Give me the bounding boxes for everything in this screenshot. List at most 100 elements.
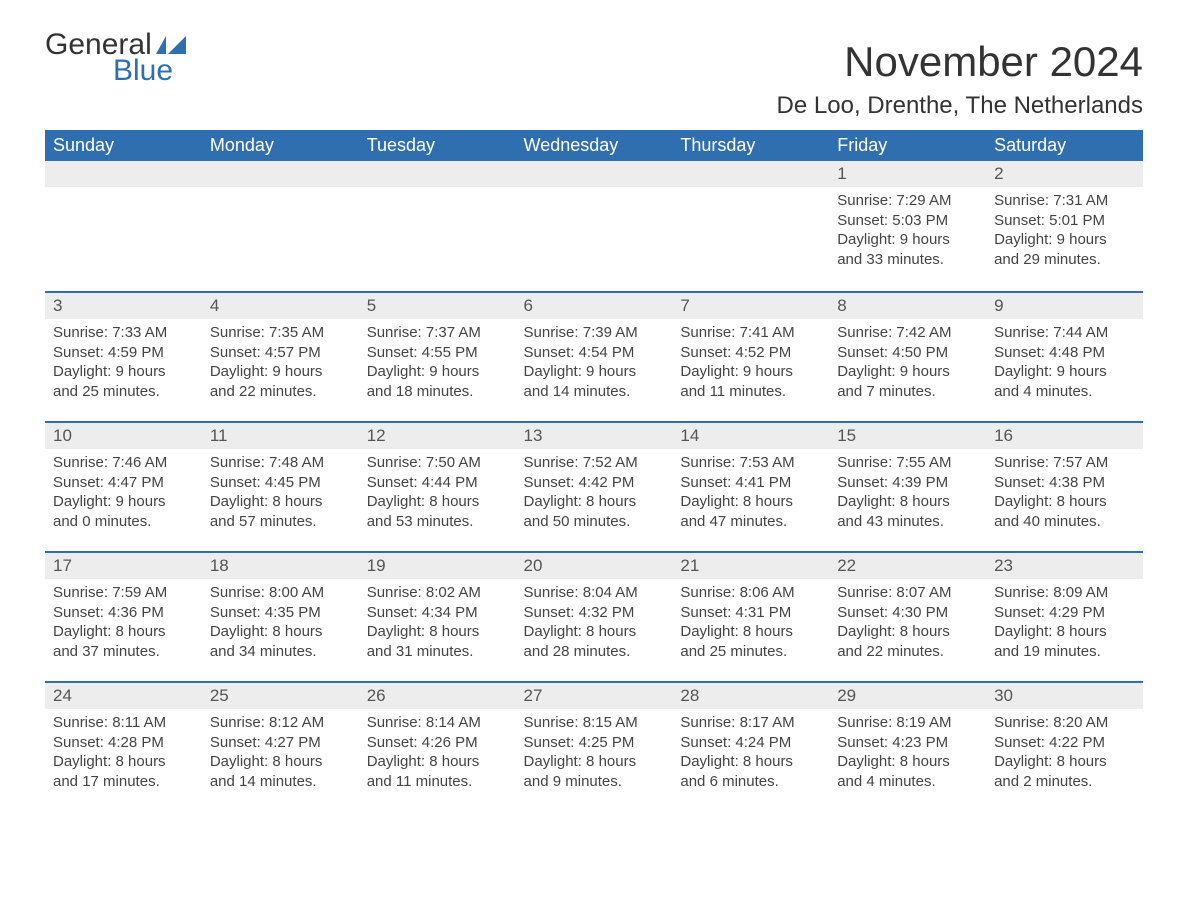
sunset-text: Sunset: 4:22 PM bbox=[994, 733, 1135, 753]
day-details: Sunrise: 7:57 AMSunset: 4:38 PMDaylight:… bbox=[986, 449, 1143, 539]
logo-text-line2: Blue bbox=[113, 56, 186, 86]
daylight-text-line1: Daylight: 8 hours bbox=[367, 492, 508, 512]
daylight-text-line2: and 19 minutes. bbox=[994, 642, 1135, 662]
daylight-text-line1: Daylight: 9 hours bbox=[524, 362, 665, 382]
daylight-text-line2: and 31 minutes. bbox=[367, 642, 508, 662]
daylight-text-line2: and 4 minutes. bbox=[837, 772, 978, 792]
daylight-text-line1: Daylight: 8 hours bbox=[680, 622, 821, 642]
daylight-text-line2: and 4 minutes. bbox=[994, 382, 1135, 402]
week-row: 17Sunrise: 7:59 AMSunset: 4:36 PMDayligh… bbox=[45, 551, 1143, 681]
daylight-text-line2: and 28 minutes. bbox=[524, 642, 665, 662]
day-cell: 9Sunrise: 7:44 AMSunset: 4:48 PMDaylight… bbox=[986, 291, 1143, 421]
daylight-text-line2: and 14 minutes. bbox=[210, 772, 351, 792]
sunset-text: Sunset: 5:03 PM bbox=[837, 211, 978, 231]
day-cell: 24Sunrise: 8:11 AMSunset: 4:28 PMDayligh… bbox=[45, 681, 202, 811]
day-cell: 3Sunrise: 7:33 AMSunset: 4:59 PMDaylight… bbox=[45, 291, 202, 421]
sunset-text: Sunset: 4:41 PM bbox=[680, 473, 821, 493]
day-number: 11 bbox=[202, 421, 359, 449]
sunrise-text: Sunrise: 7:53 AM bbox=[680, 453, 821, 473]
sunset-text: Sunset: 4:47 PM bbox=[53, 473, 194, 493]
day-details: Sunrise: 7:44 AMSunset: 4:48 PMDaylight:… bbox=[986, 319, 1143, 409]
sunset-text: Sunset: 4:54 PM bbox=[524, 343, 665, 363]
sunrise-text: Sunrise: 8:00 AM bbox=[210, 583, 351, 603]
day-cell: 7Sunrise: 7:41 AMSunset: 4:52 PMDaylight… bbox=[672, 291, 829, 421]
sunrise-text: Sunrise: 7:37 AM bbox=[367, 323, 508, 343]
day-number: 7 bbox=[672, 291, 829, 319]
day-details: Sunrise: 8:07 AMSunset: 4:30 PMDaylight:… bbox=[829, 579, 986, 669]
day-number: 16 bbox=[986, 421, 1143, 449]
daylight-text-line2: and 47 minutes. bbox=[680, 512, 821, 532]
page-header: General Blue November 2024 bbox=[45, 30, 1143, 86]
sunset-text: Sunset: 4:30 PM bbox=[837, 603, 978, 623]
daylight-text-line1: Daylight: 9 hours bbox=[837, 362, 978, 382]
day-number: 30 bbox=[986, 681, 1143, 709]
day-cell: 12Sunrise: 7:50 AMSunset: 4:44 PMDayligh… bbox=[359, 421, 516, 551]
sunset-text: Sunset: 4:28 PM bbox=[53, 733, 194, 753]
sunrise-text: Sunrise: 7:59 AM bbox=[53, 583, 194, 603]
sunset-text: Sunset: 4:34 PM bbox=[367, 603, 508, 623]
sunset-text: Sunset: 4:45 PM bbox=[210, 473, 351, 493]
sunset-text: Sunset: 4:42 PM bbox=[524, 473, 665, 493]
daylight-text-line2: and 11 minutes. bbox=[367, 772, 508, 792]
sunset-text: Sunset: 4:29 PM bbox=[994, 603, 1135, 623]
location-text: De Loo, Drenthe, The Netherlands bbox=[45, 92, 1143, 120]
day-number: 14 bbox=[672, 421, 829, 449]
logo: General Blue bbox=[45, 30, 186, 86]
day-cell: 30Sunrise: 8:20 AMSunset: 4:22 PMDayligh… bbox=[986, 681, 1143, 811]
daylight-text-line1: Daylight: 8 hours bbox=[524, 492, 665, 512]
day-number: 9 bbox=[986, 291, 1143, 319]
day-details: Sunrise: 7:33 AMSunset: 4:59 PMDaylight:… bbox=[45, 319, 202, 409]
sunset-text: Sunset: 4:31 PM bbox=[680, 603, 821, 623]
day-details: Sunrise: 7:41 AMSunset: 4:52 PMDaylight:… bbox=[672, 319, 829, 409]
day-cell: 1Sunrise: 7:29 AMSunset: 5:03 PMDaylight… bbox=[829, 161, 986, 291]
sunset-text: Sunset: 4:52 PM bbox=[680, 343, 821, 363]
day-details: Sunrise: 8:17 AMSunset: 4:24 PMDaylight:… bbox=[672, 709, 829, 799]
day-cell: 15Sunrise: 7:55 AMSunset: 4:39 PMDayligh… bbox=[829, 421, 986, 551]
day-number: 2 bbox=[986, 161, 1143, 187]
daylight-text-line2: and 40 minutes. bbox=[994, 512, 1135, 532]
day-number: 6 bbox=[516, 291, 673, 319]
sunset-text: Sunset: 4:50 PM bbox=[837, 343, 978, 363]
day-details: Sunrise: 7:42 AMSunset: 4:50 PMDaylight:… bbox=[829, 319, 986, 409]
day-cell: 14Sunrise: 7:53 AMSunset: 4:41 PMDayligh… bbox=[672, 421, 829, 551]
daylight-text-line1: Daylight: 8 hours bbox=[994, 752, 1135, 772]
day-number: 27 bbox=[516, 681, 673, 709]
daylight-text-line2: and 50 minutes. bbox=[524, 512, 665, 532]
day-cell bbox=[45, 161, 202, 291]
daylight-text-line2: and 22 minutes. bbox=[210, 382, 351, 402]
day-number: 19 bbox=[359, 551, 516, 579]
day-details: Sunrise: 7:29 AMSunset: 5:03 PMDaylight:… bbox=[829, 187, 986, 277]
day-cell: 26Sunrise: 8:14 AMSunset: 4:26 PMDayligh… bbox=[359, 681, 516, 811]
daylight-text-line2: and 29 minutes. bbox=[994, 250, 1135, 270]
day-header-row: Sunday Monday Tuesday Wednesday Thursday… bbox=[45, 130, 1143, 161]
day-details: Sunrise: 8:19 AMSunset: 4:23 PMDaylight:… bbox=[829, 709, 986, 799]
day-cell: 27Sunrise: 8:15 AMSunset: 4:25 PMDayligh… bbox=[516, 681, 673, 811]
day-header-tuesday: Tuesday bbox=[359, 130, 516, 161]
day-number: 25 bbox=[202, 681, 359, 709]
daylight-text-line1: Daylight: 9 hours bbox=[210, 362, 351, 382]
daylight-text-line1: Daylight: 9 hours bbox=[994, 362, 1135, 382]
daylight-text-line1: Daylight: 8 hours bbox=[210, 752, 351, 772]
day-details: Sunrise: 7:48 AMSunset: 4:45 PMDaylight:… bbox=[202, 449, 359, 539]
daylight-text-line2: and 33 minutes. bbox=[837, 250, 978, 270]
daylight-text-line1: Daylight: 8 hours bbox=[680, 752, 821, 772]
sunset-text: Sunset: 4:57 PM bbox=[210, 343, 351, 363]
day-details: Sunrise: 8:02 AMSunset: 4:34 PMDaylight:… bbox=[359, 579, 516, 669]
day-details: Sunrise: 7:35 AMSunset: 4:57 PMDaylight:… bbox=[202, 319, 359, 409]
week-row: 24Sunrise: 8:11 AMSunset: 4:28 PMDayligh… bbox=[45, 681, 1143, 811]
daylight-text-line2: and 6 minutes. bbox=[680, 772, 821, 792]
day-number: 28 bbox=[672, 681, 829, 709]
sunrise-text: Sunrise: 7:31 AM bbox=[994, 191, 1135, 211]
day-number: 24 bbox=[45, 681, 202, 709]
sunset-text: Sunset: 4:59 PM bbox=[53, 343, 194, 363]
day-details: Sunrise: 8:00 AMSunset: 4:35 PMDaylight:… bbox=[202, 579, 359, 669]
week-row: 3Sunrise: 7:33 AMSunset: 4:59 PMDaylight… bbox=[45, 291, 1143, 421]
sunrise-text: Sunrise: 8:19 AM bbox=[837, 713, 978, 733]
sunrise-text: Sunrise: 8:09 AM bbox=[994, 583, 1135, 603]
daylight-text-line1: Daylight: 8 hours bbox=[367, 752, 508, 772]
day-cell: 23Sunrise: 8:09 AMSunset: 4:29 PMDayligh… bbox=[986, 551, 1143, 681]
daylight-text-line1: Daylight: 9 hours bbox=[837, 230, 978, 250]
daylight-text-line1: Daylight: 9 hours bbox=[53, 362, 194, 382]
day-details: Sunrise: 8:20 AMSunset: 4:22 PMDaylight:… bbox=[986, 709, 1143, 799]
day-details: Sunrise: 7:55 AMSunset: 4:39 PMDaylight:… bbox=[829, 449, 986, 539]
